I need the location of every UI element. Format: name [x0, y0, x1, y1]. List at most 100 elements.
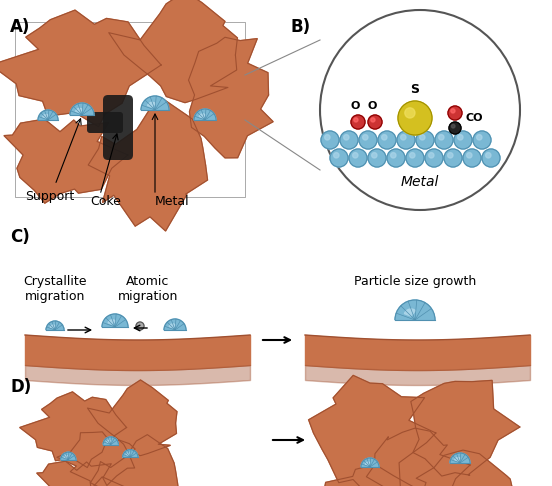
Wedge shape [107, 440, 111, 443]
Wedge shape [450, 453, 470, 463]
Wedge shape [123, 450, 138, 457]
Circle shape [391, 153, 396, 158]
Circle shape [397, 131, 415, 149]
Text: C): C) [10, 228, 30, 246]
Text: Metal: Metal [155, 195, 190, 208]
Circle shape [439, 135, 444, 140]
Text: Coke: Coke [90, 195, 121, 208]
Circle shape [406, 149, 424, 167]
Circle shape [351, 115, 365, 129]
Polygon shape [91, 434, 179, 486]
Polygon shape [57, 432, 135, 486]
Circle shape [420, 135, 425, 140]
Wedge shape [126, 453, 130, 456]
Text: S: S [411, 83, 420, 96]
Polygon shape [87, 380, 177, 456]
Wedge shape [194, 109, 216, 120]
Wedge shape [103, 437, 118, 445]
Circle shape [476, 135, 482, 140]
Wedge shape [76, 108, 82, 113]
Circle shape [368, 115, 382, 129]
Polygon shape [189, 37, 273, 158]
Circle shape [473, 131, 491, 149]
Polygon shape [37, 461, 125, 486]
Circle shape [398, 101, 432, 135]
Text: Crystallite
migration: Crystallite migration [23, 275, 87, 303]
Text: O: O [367, 101, 376, 111]
Text: Atomic
migration: Atomic migration [118, 275, 178, 303]
Wedge shape [361, 458, 379, 467]
FancyBboxPatch shape [87, 112, 123, 133]
Wedge shape [405, 309, 416, 316]
Circle shape [410, 153, 415, 158]
Text: O: O [351, 101, 360, 111]
Circle shape [448, 106, 462, 120]
Circle shape [340, 131, 358, 149]
Wedge shape [164, 319, 186, 330]
Circle shape [363, 135, 368, 140]
Text: A): A) [10, 18, 30, 36]
Circle shape [451, 109, 455, 113]
Text: Support: Support [25, 190, 75, 203]
Circle shape [354, 118, 358, 122]
Text: B): B) [290, 18, 310, 36]
Circle shape [136, 322, 144, 330]
Circle shape [320, 10, 520, 210]
Circle shape [330, 149, 348, 167]
Circle shape [486, 153, 491, 158]
FancyBboxPatch shape [15, 22, 245, 197]
Polygon shape [408, 450, 520, 486]
Polygon shape [88, 100, 208, 231]
Polygon shape [367, 428, 470, 486]
Wedge shape [169, 324, 176, 328]
Circle shape [321, 131, 339, 149]
Wedge shape [64, 455, 68, 458]
Wedge shape [61, 452, 76, 460]
Circle shape [325, 135, 330, 140]
Circle shape [349, 149, 367, 167]
Text: CO: CO [465, 113, 482, 123]
Text: D): D) [10, 378, 31, 396]
Wedge shape [455, 457, 460, 461]
Polygon shape [300, 464, 434, 486]
Circle shape [378, 131, 396, 149]
Text: Particle size growth: Particle size growth [354, 275, 476, 288]
Circle shape [449, 122, 461, 134]
Polygon shape [0, 10, 161, 127]
Polygon shape [109, 0, 237, 103]
Circle shape [428, 153, 434, 158]
Wedge shape [108, 320, 115, 324]
Circle shape [371, 153, 377, 158]
Circle shape [405, 108, 415, 118]
Wedge shape [50, 325, 55, 328]
Circle shape [416, 131, 434, 149]
Circle shape [425, 149, 443, 167]
Wedge shape [70, 103, 94, 115]
Wedge shape [102, 314, 128, 327]
Circle shape [463, 149, 481, 167]
Circle shape [343, 135, 349, 140]
Circle shape [482, 149, 500, 167]
Circle shape [371, 118, 375, 122]
Wedge shape [38, 110, 58, 120]
Text: Metal: Metal [401, 175, 439, 189]
Wedge shape [141, 96, 169, 110]
FancyBboxPatch shape [103, 95, 133, 160]
Wedge shape [199, 114, 205, 118]
Circle shape [444, 149, 462, 167]
Circle shape [401, 135, 406, 140]
Circle shape [452, 124, 455, 128]
Wedge shape [365, 462, 370, 465]
Wedge shape [147, 102, 155, 107]
Circle shape [466, 153, 472, 158]
Circle shape [448, 153, 453, 158]
Circle shape [353, 153, 358, 158]
Wedge shape [46, 321, 64, 330]
Polygon shape [309, 375, 436, 486]
Wedge shape [43, 115, 48, 118]
Circle shape [381, 135, 387, 140]
Circle shape [368, 149, 386, 167]
Polygon shape [20, 392, 126, 468]
Circle shape [333, 153, 339, 158]
Polygon shape [411, 381, 520, 476]
